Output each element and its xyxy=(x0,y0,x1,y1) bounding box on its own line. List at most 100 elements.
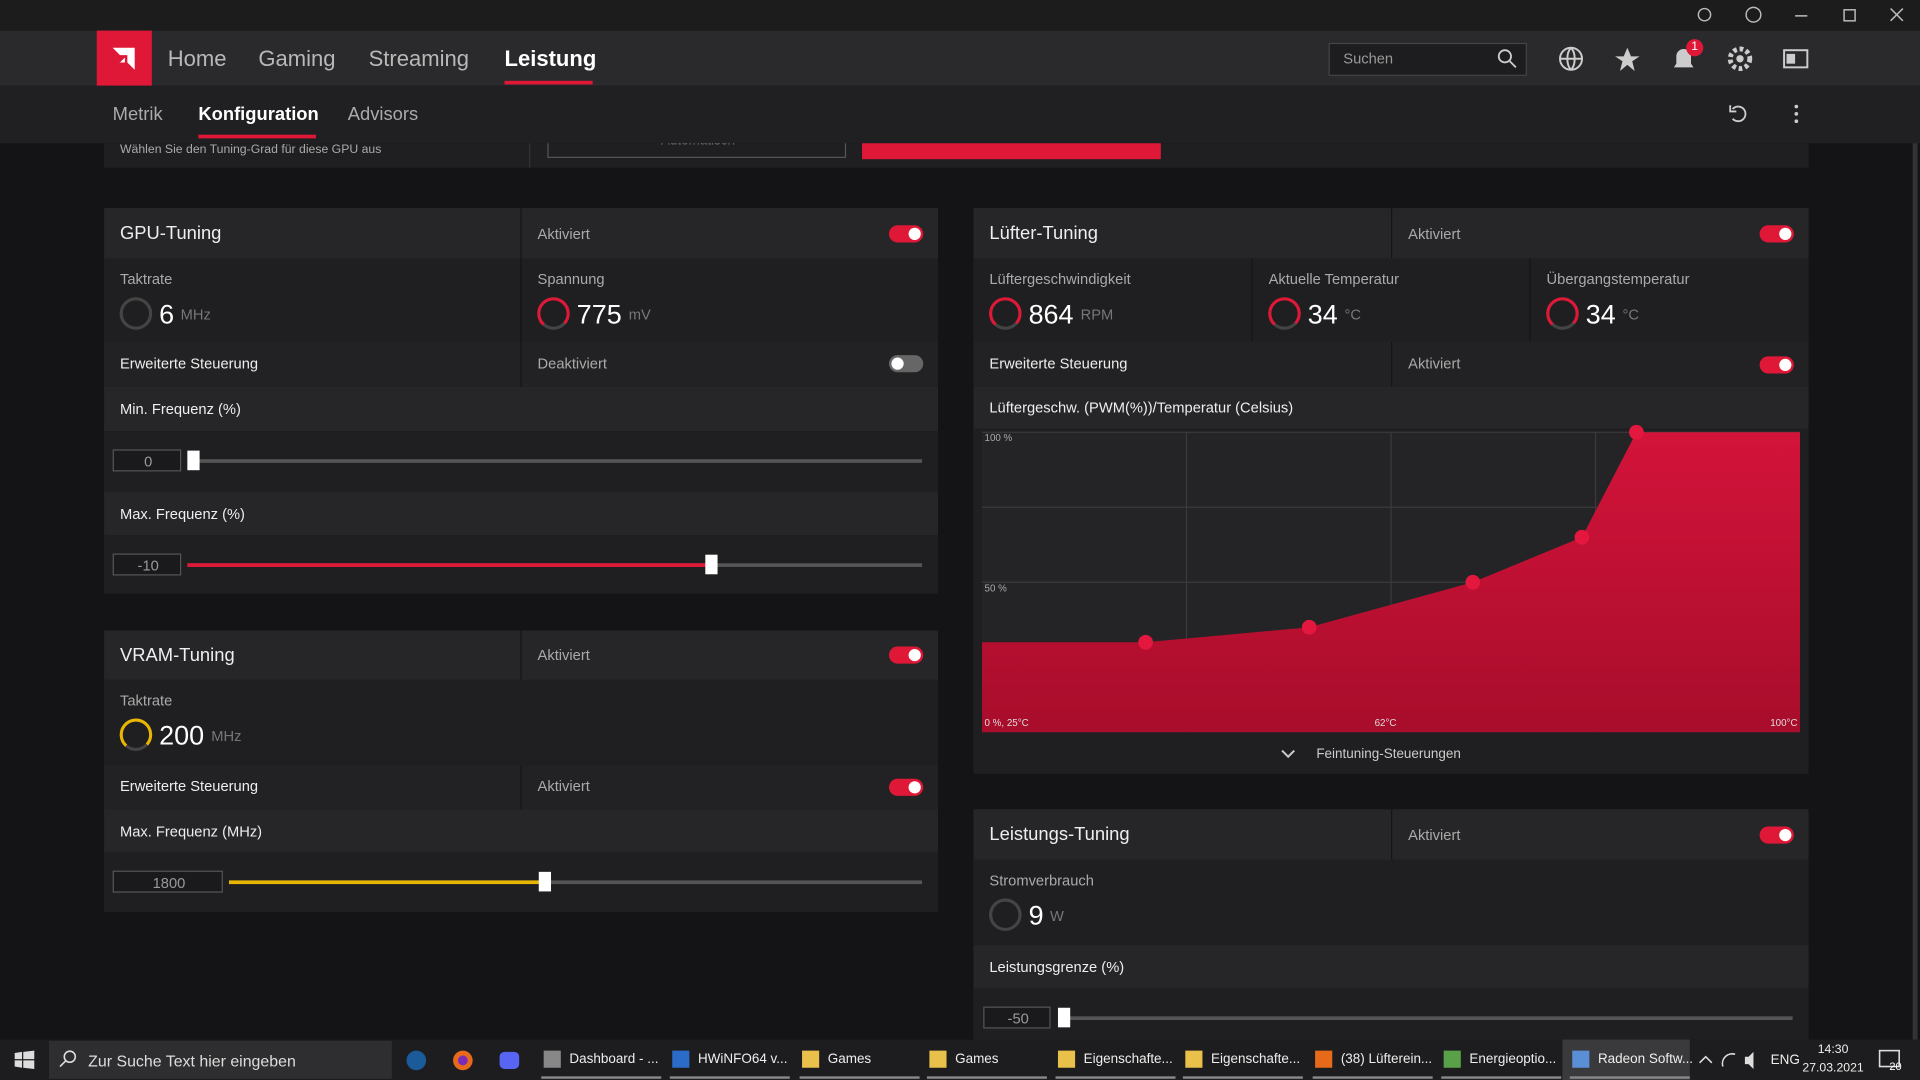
status-text: Aktiviert xyxy=(537,777,590,795)
slider-thumb[interactable] xyxy=(1057,1007,1071,1028)
toggle[interactable] xyxy=(1759,825,1794,844)
taskbar-app[interactable]: Games xyxy=(955,1051,999,1066)
toggle[interactable] xyxy=(1759,356,1794,374)
row-label: Erweiterte Steuerung xyxy=(989,355,1128,373)
app-underline xyxy=(799,1076,920,1079)
metric-label: Taktrate xyxy=(120,270,173,288)
search-box[interactable] xyxy=(1328,42,1527,76)
toggle[interactable] xyxy=(1759,224,1794,242)
slider-fill xyxy=(187,562,712,567)
status-text: Aktiviert xyxy=(537,224,590,242)
slider-value-box[interactable]: 1800 xyxy=(112,870,223,893)
toggle[interactable] xyxy=(888,355,924,373)
toggle-knob xyxy=(1779,227,1792,240)
divider xyxy=(520,341,522,387)
divider xyxy=(1529,258,1531,342)
toggle[interactable] xyxy=(888,778,924,796)
toggle-knob xyxy=(908,648,921,662)
nav-tab[interactable]: Streaming xyxy=(368,46,470,72)
row-header xyxy=(973,386,1809,429)
fine-tuning-link[interactable]: Feintuning-Steuerungen xyxy=(1316,746,1461,762)
x-tick-label: 100°C xyxy=(1770,717,1798,729)
status-text: Deaktiviert xyxy=(537,355,607,373)
metric-value: 200 xyxy=(159,720,205,751)
slider-thumb[interactable] xyxy=(705,554,718,575)
taskbar-app[interactable]: Energieoptio... xyxy=(1469,1051,1557,1066)
taskbar-app[interactable]: HWiNFO64 v... xyxy=(697,1051,788,1066)
nav-tab[interactable]: Home xyxy=(167,46,227,72)
app-underline xyxy=(1312,1076,1433,1079)
nav-tab[interactable]: Gaming xyxy=(258,46,336,72)
sub-tab[interactable]: Metrik xyxy=(112,103,163,125)
slider-value-box[interactable]: 0 xyxy=(112,449,182,472)
metric-unit: mV xyxy=(628,306,651,324)
app-underline xyxy=(1182,1076,1303,1079)
metric-label: Übergangstemperatur xyxy=(1546,270,1690,288)
row-label: Max. Frequenz (%) xyxy=(120,505,245,523)
y-tick-label: 100 % xyxy=(984,432,1013,444)
taskbar-search[interactable] xyxy=(48,1040,392,1079)
row-label: Erweiterte Steuerung xyxy=(120,777,259,795)
tray-icons xyxy=(1699,1051,1754,1069)
divider xyxy=(520,208,522,259)
amd-logo xyxy=(96,30,152,86)
app-icon[interactable] xyxy=(1572,1050,1590,1068)
taskbar-app[interactable]: (38) Lüfterein... xyxy=(1340,1051,1433,1066)
app-icon[interactable] xyxy=(802,1050,820,1068)
sub-tab[interactable]: Advisors xyxy=(347,103,419,125)
notification-count: 20 xyxy=(1889,1059,1902,1073)
slider-value-box[interactable]: -10 xyxy=(112,553,182,576)
notification-center xyxy=(1878,1049,1900,1068)
app-underline xyxy=(1569,1076,1690,1079)
start-button xyxy=(14,1050,35,1069)
taskbar-app[interactable]: Eigenschafte... xyxy=(1083,1051,1173,1066)
metric-value: 864 xyxy=(1028,298,1074,330)
app-icon[interactable] xyxy=(1443,1050,1461,1068)
taskbar-app[interactable]: Eigenschafte... xyxy=(1211,1051,1301,1066)
nav-tab[interactable]: Leistung xyxy=(504,46,597,72)
slider-thumb[interactable] xyxy=(187,450,200,471)
app-icon[interactable] xyxy=(543,1050,561,1068)
app-underline xyxy=(926,1076,1047,1079)
taskbar-app[interactable]: Games xyxy=(827,1051,872,1066)
x-tick-label: 62°C xyxy=(1374,717,1397,729)
divider xyxy=(520,765,522,810)
metric-value: 9 xyxy=(1028,900,1044,931)
metric-unit: °C xyxy=(1622,306,1639,324)
sub-tab[interactable]: Konfiguration xyxy=(198,103,319,125)
metric-unit: RPM xyxy=(1080,306,1114,324)
app-icon[interactable] xyxy=(1185,1050,1203,1068)
slider-value: -10 xyxy=(137,557,159,575)
slider-value-box[interactable]: -50 xyxy=(983,1006,1051,1029)
app-icon[interactable] xyxy=(929,1050,947,1068)
app-icon[interactable] xyxy=(1057,1050,1076,1068)
toggle-knob xyxy=(1779,358,1792,372)
toggle-knob xyxy=(908,781,921,794)
slider-fill xyxy=(228,879,545,884)
divider xyxy=(1391,341,1393,387)
taskbar-app[interactable]: Radeon Softw... xyxy=(1597,1051,1694,1066)
toggle[interactable] xyxy=(888,224,924,242)
gauge-icon xyxy=(989,297,1022,330)
metric-value: 775 xyxy=(576,298,622,330)
button-manual[interactable]: Manuell xyxy=(862,143,1161,160)
title-bar xyxy=(0,0,1920,31)
toggle[interactable] xyxy=(888,646,924,664)
metric-value: 34 xyxy=(1307,298,1338,330)
app-underline xyxy=(669,1076,790,1079)
status-text: Aktiviert xyxy=(1408,825,1461,844)
nav-icons xyxy=(1559,46,1809,72)
slider-thumb[interactable] xyxy=(538,871,552,892)
app-icon[interactable] xyxy=(672,1050,690,1068)
y-tick-label: 50 % xyxy=(984,582,1007,594)
app-icon[interactable] xyxy=(1315,1050,1333,1068)
metric-label: Spannung xyxy=(537,270,605,288)
toggle-knob xyxy=(1779,828,1792,841)
logo-mark xyxy=(112,47,135,70)
button-auto[interactable]: Automatisch xyxy=(547,143,847,158)
fan-tuning-panel xyxy=(973,208,1809,774)
taskbar-search-text: Zur Suche Text hier eingeben xyxy=(88,1051,296,1070)
row-header xyxy=(104,492,938,536)
metric-label: Lüftergeschwindigkeit xyxy=(989,270,1131,288)
taskbar-app[interactable]: Dashboard - ... xyxy=(569,1051,659,1066)
